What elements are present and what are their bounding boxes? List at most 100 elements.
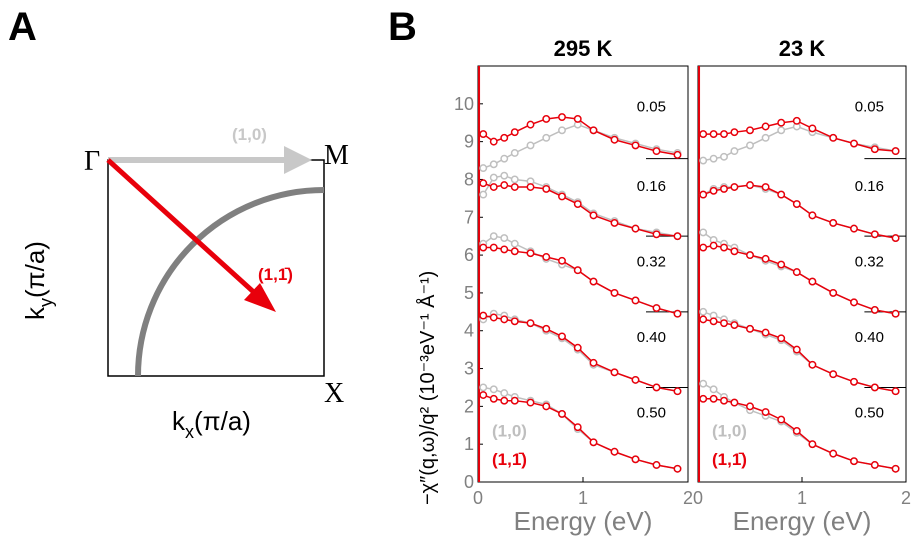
series-11-point bbox=[891, 147, 900, 156]
series-11-point bbox=[489, 394, 498, 403]
series-11-point bbox=[777, 118, 786, 127]
series-11-point bbox=[699, 130, 708, 139]
series-11-point bbox=[489, 137, 498, 146]
series-11-point bbox=[829, 218, 838, 227]
series-11-point bbox=[891, 234, 900, 243]
series-11-point bbox=[730, 247, 739, 256]
series-11-point bbox=[589, 358, 598, 367]
series-11-point bbox=[891, 464, 900, 473]
series-11-point bbox=[808, 277, 817, 286]
series-10-point bbox=[500, 154, 509, 163]
series-10-point bbox=[500, 234, 509, 243]
series-11-point bbox=[526, 120, 535, 129]
arrow-11-head bbox=[244, 283, 276, 312]
series-10-point bbox=[558, 126, 566, 135]
series-11-point bbox=[808, 211, 817, 220]
series-11-point bbox=[761, 328, 770, 337]
series-11-point bbox=[510, 128, 519, 137]
series-11-point bbox=[699, 315, 708, 324]
series-11-point bbox=[808, 440, 817, 449]
series-11-point bbox=[573, 114, 582, 123]
series-11-point bbox=[500, 245, 509, 254]
series-11-point bbox=[479, 391, 488, 399]
series-10-point bbox=[479, 164, 488, 173]
y-tick-label: 0 bbox=[464, 472, 474, 492]
series-11-point bbox=[526, 319, 535, 328]
series-11-point bbox=[730, 128, 739, 137]
series-10-point bbox=[479, 190, 488, 199]
series-11-point bbox=[479, 179, 488, 188]
series-11-point bbox=[673, 464, 682, 473]
series-11-point bbox=[829, 370, 838, 379]
series-10-point bbox=[489, 232, 498, 241]
series-11-point bbox=[631, 375, 640, 384]
series-11-point bbox=[542, 324, 551, 333]
series-11-point bbox=[730, 321, 739, 330]
series-11-point bbox=[808, 124, 817, 133]
series-10-point bbox=[746, 141, 754, 150]
series-11-point bbox=[746, 324, 754, 333]
q-value-label: 0.05 bbox=[637, 98, 666, 115]
series-11-point bbox=[489, 183, 498, 191]
series-11-point bbox=[891, 387, 900, 396]
y-tick-label: 7 bbox=[464, 207, 474, 227]
series-11-point bbox=[573, 343, 582, 352]
panel-a-ylabel: ky(π/a) bbox=[20, 241, 56, 320]
series-11-point bbox=[558, 192, 566, 201]
legend-11: (1,1̄) bbox=[712, 450, 747, 469]
series-11-point bbox=[558, 256, 566, 265]
series-11-point bbox=[709, 186, 718, 195]
series-10-point bbox=[510, 149, 519, 157]
y-tick-label: 10 bbox=[454, 94, 474, 114]
series-11-point bbox=[829, 133, 838, 142]
q-value-label: 0.40 bbox=[637, 329, 666, 346]
series-10-point bbox=[479, 383, 488, 392]
x-axis-label: Energy (eV) bbox=[514, 506, 653, 536]
plot-title: 295 K bbox=[554, 36, 613, 61]
arrow-11-shaft bbox=[106, 158, 260, 298]
fermi-surface-arc bbox=[135, 187, 325, 377]
series-11-point bbox=[777, 190, 786, 199]
series-11-point bbox=[573, 200, 582, 208]
series-10-point bbox=[761, 133, 770, 142]
series-11-point bbox=[489, 243, 498, 252]
series-10-point bbox=[510, 239, 519, 248]
panel-a-letter: A bbox=[8, 5, 37, 49]
series-11-point bbox=[589, 211, 598, 220]
series-11-point bbox=[510, 396, 519, 405]
series-10-point bbox=[500, 171, 509, 180]
series-11-point bbox=[808, 360, 817, 369]
series-11-point bbox=[542, 114, 551, 123]
series-11-line bbox=[483, 314, 678, 392]
legend-10: (1,0) bbox=[712, 422, 747, 441]
y-tick-label: 8 bbox=[464, 169, 474, 189]
series-11-point bbox=[850, 139, 858, 148]
arrow-10-head bbox=[284, 146, 312, 174]
q-value-label: 0.16 bbox=[855, 178, 884, 195]
series-11-point bbox=[526, 249, 535, 258]
series-11-point bbox=[730, 398, 739, 407]
series-11-point bbox=[720, 396, 728, 405]
panel-b-letter: B bbox=[388, 5, 417, 49]
m-point-label: M bbox=[324, 140, 349, 171]
series-10-point bbox=[709, 154, 718, 163]
series-11-point bbox=[489, 313, 498, 322]
series-11-point bbox=[761, 122, 770, 131]
legend-11: (1,1̄) bbox=[492, 450, 527, 469]
series-11-point bbox=[573, 266, 582, 275]
series-11-point bbox=[500, 181, 509, 190]
series-11-point bbox=[777, 415, 786, 424]
series-11-point bbox=[730, 183, 739, 191]
series-11-point bbox=[850, 298, 858, 307]
series-11-point bbox=[479, 130, 488, 139]
series-10-point bbox=[699, 228, 708, 237]
series-11-point bbox=[558, 332, 566, 341]
series-11-point bbox=[510, 317, 519, 326]
series-11-point bbox=[870, 383, 879, 392]
series-11-point bbox=[479, 311, 488, 320]
series-11-point bbox=[542, 402, 551, 411]
series-11-point bbox=[631, 141, 640, 150]
series-11-point bbox=[792, 116, 801, 125]
gamma-point-label: Γ bbox=[84, 146, 100, 177]
